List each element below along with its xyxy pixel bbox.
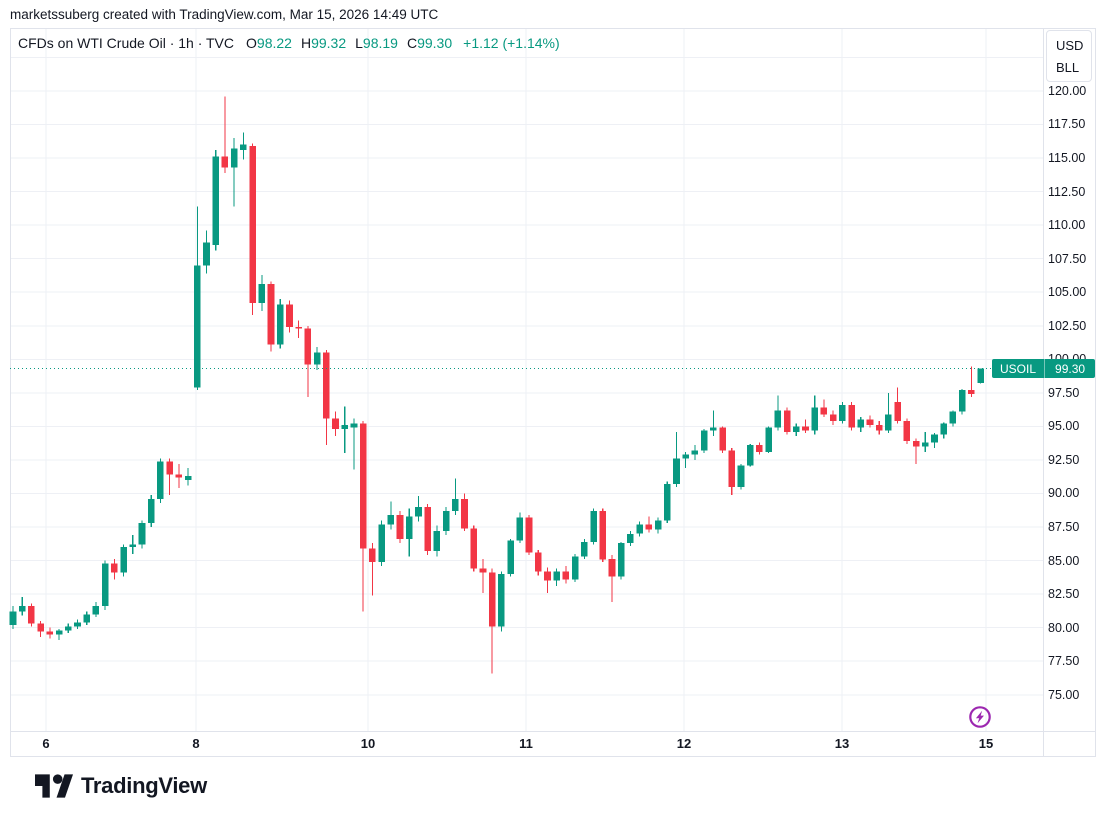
current-price-badge[interactable]: USOIL 99.30	[992, 359, 1096, 379]
price-tick-label: 112.50	[1048, 184, 1086, 199]
price-tick-label: 95.00	[1048, 419, 1080, 434]
ohlc-open: O98.22	[246, 35, 292, 51]
price-scale-unit-box[interactable]: USD BLL	[1046, 30, 1092, 82]
price-tick-label: 77.50	[1048, 654, 1080, 669]
price-tick-label: 107.50	[1048, 251, 1087, 266]
pane-borders	[10, 28, 1096, 757]
price-tick-label: 97.50	[1048, 385, 1080, 400]
price-tick-label: 110.00	[1048, 218, 1086, 233]
symbol-title[interactable]: CFDs on WTI Crude Oil · 1h · TVC	[18, 35, 235, 51]
unit-quantity: BLL	[1056, 59, 1080, 75]
price-tick-label: 75.00	[1048, 687, 1080, 702]
ohlc-low: L98.19	[355, 35, 398, 51]
ohlc-high: H99.32	[300, 35, 347, 51]
price-tick-label: 90.00	[1048, 486, 1080, 501]
price-tick-label: 102.50	[1048, 318, 1087, 333]
tradingview-logo-icon	[35, 774, 73, 798]
symbol-legend: CFDs on WTI Crude Oil · 1h · TVC O98.22 …	[18, 35, 560, 51]
time-tick-label: 12	[676, 736, 692, 751]
badge-price: 99.30	[1055, 361, 1086, 376]
price-tick-label: 92.50	[1048, 452, 1080, 467]
price-tick-label: 85.00	[1048, 553, 1080, 568]
price-tick-label: 115.00	[1048, 151, 1086, 166]
lightning-event-icon[interactable]	[968, 705, 992, 729]
candlestick-chart[interactable]	[0, 28, 1107, 758]
price-change: +1.12 (+1.14%)	[463, 35, 560, 51]
time-tick-label: 13	[834, 736, 850, 751]
price-tick-label: 105.00	[1048, 285, 1087, 300]
badge-symbol: USOIL	[1000, 361, 1037, 376]
price-tick-label: 120.00	[1048, 83, 1087, 98]
footer[interactable]: TradingView	[35, 773, 207, 799]
candles-group	[9, 96, 984, 674]
time-tick-label: 15	[978, 736, 994, 751]
time-tick-label: 6	[42, 736, 50, 751]
badge-divider	[1044, 359, 1046, 379]
attribution-text: marketssuberg created with TradingView.c…	[10, 7, 439, 22]
time-tick-label: 11	[519, 736, 533, 751]
time-tick-label: 8	[192, 736, 200, 751]
unit-currency: USD	[1056, 37, 1084, 53]
ohlc-close: C99.30	[406, 35, 453, 51]
price-tick-label: 117.50	[1048, 117, 1086, 132]
tradingview-brand-text: TradingView	[81, 773, 207, 798]
price-tick-label: 82.50	[1048, 587, 1080, 602]
gridlines	[10, 28, 1043, 731]
time-tick-label: 10	[360, 736, 376, 751]
price-tick-label: 80.00	[1048, 620, 1080, 635]
price-tick-label: 87.50	[1048, 520, 1080, 535]
